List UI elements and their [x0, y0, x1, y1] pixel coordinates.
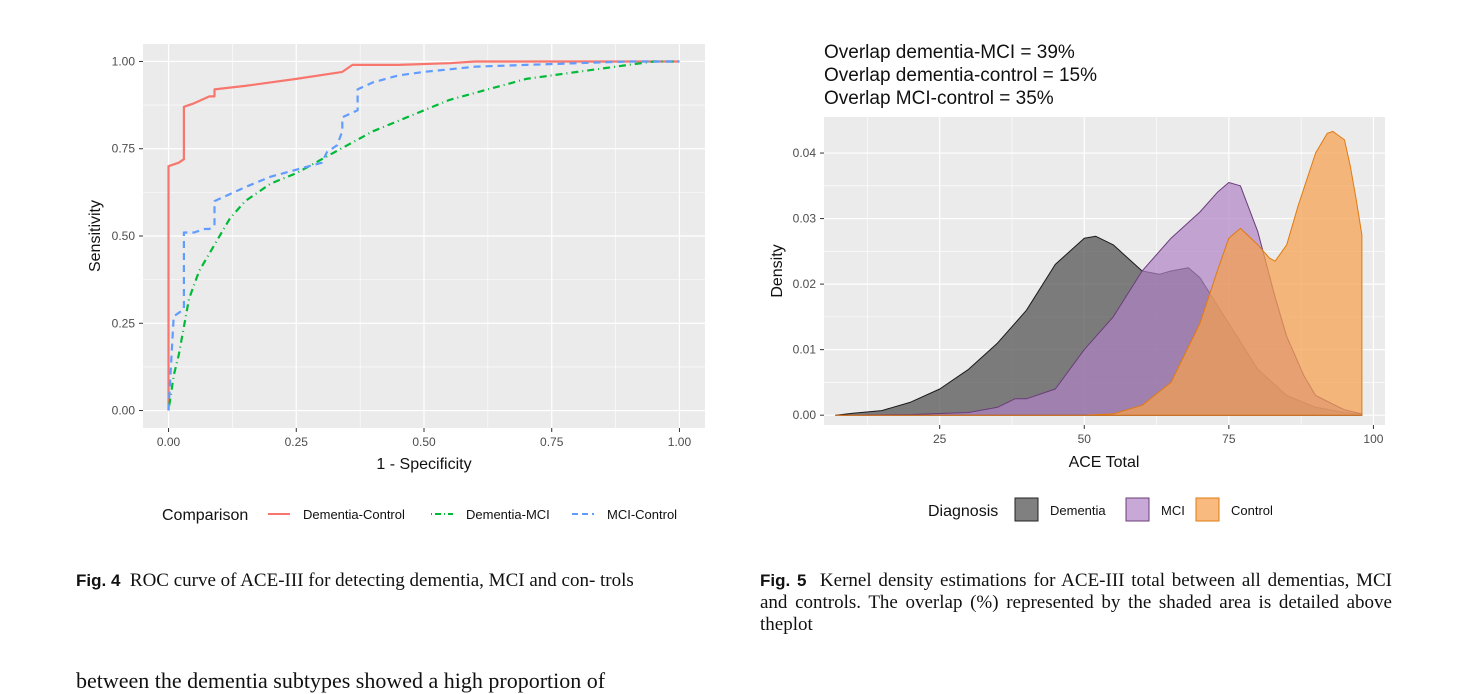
- density-y-ticks: 0.00 0.01 0.02 0.03 0.04: [793, 146, 824, 422]
- density-title-line-2: Overlap dementia-control = 15%: [824, 65, 1097, 86]
- density-legend-title: Diagnosis: [928, 503, 998, 520]
- density-x-tick-label-1: 50: [1078, 432, 1092, 446]
- roc-x-tick-label-1: 0.25: [285, 435, 309, 449]
- roc-x-tick-label-3: 0.75: [540, 435, 564, 449]
- roc-grid: [143, 44, 705, 428]
- roc-legend-label-dementia-control: Dementia-Control: [303, 507, 405, 522]
- roc-y-tick-label-1: 0.25: [112, 316, 136, 330]
- density-legend-label-dementia: Dementia: [1050, 503, 1106, 518]
- density-legend-key-mci: [1125, 497, 1150, 522]
- roc-legend-label-dementia-mci: Dementia-MCI: [466, 507, 550, 522]
- roc-line-dementia-control: [167, 60, 680, 411]
- roc-y-tick-label-0: 0.00: [112, 404, 136, 418]
- density-y-axis-label: Density: [769, 244, 786, 297]
- roc-x-tick-label-2: 0.50: [412, 435, 436, 449]
- roc-x-ticks: 0.00 0.25 0.50 0.75 1.00: [157, 428, 692, 449]
- density-legend-key-control: [1195, 497, 1220, 522]
- density-title-line-1: Overlap dementia-MCI = 39%: [824, 42, 1075, 63]
- figure-5-caption-text: Kernel density estimations for ACE-III t…: [760, 570, 1392, 635]
- density-series: [835, 130, 1363, 416]
- roc-chart: 0.00 0.25 0.50 0.75 1.00 0.00 0.25 0.50 0.75 1.0…: [86, 44, 705, 527]
- density-x-ticks: 25 50 75 100: [933, 425, 1384, 446]
- figure-4-caption-text: ROC curve of ACE-III for detecting demen…: [129, 570, 634, 591]
- density-x-tick-label-3: 100: [1363, 432, 1383, 446]
- density-chart: Overlap dementia-MCI = 39% Overlap demen…: [764, 42, 1388, 529]
- density-y-tick-label-3: 0.03: [793, 212, 817, 226]
- roc-x-axis-label: 1 - Specificity: [376, 456, 471, 473]
- roc-line-dementia-mci: [167, 60, 680, 411]
- figure-4-caption: Fig. 4 ROC curve of ACE-III for detectin…: [76, 570, 716, 592]
- density-y-tick-label-4: 0.04: [793, 146, 817, 160]
- density-x-tick-label-2: 75: [1222, 432, 1236, 446]
- roc-y-ticks: 0.00 0.25 0.50 0.75 1.00: [112, 54, 143, 418]
- density-title: Overlap dementia-MCI = 39% Overlap demen…: [824, 42, 1097, 109]
- density-legend-key-dementia: [1014, 497, 1039, 522]
- density-legend-label-control: Control: [1231, 503, 1273, 518]
- density-y-tick-label-1: 0.01: [793, 343, 817, 357]
- density-y-tick-label-0: 0.00: [793, 408, 817, 422]
- roc-series: [167, 60, 680, 411]
- density-y-tick-label-2: 0.02: [793, 277, 817, 291]
- density-title-line-3: Overlap MCI-control = 35%: [824, 88, 1054, 109]
- roc-y-tick-label-4: 1.00: [112, 54, 136, 68]
- density-x-axis-label: ACE Total: [1069, 454, 1140, 471]
- roc-legend: Comparison Dementia-Control Dementia-MCI…: [162, 507, 677, 524]
- density-x-tick-label-0: 25: [933, 432, 947, 446]
- density-legend: Diagnosis Dementia MCI Control: [928, 497, 1273, 522]
- roc-line-mci-control: [167, 60, 680, 411]
- roc-y-axis-label: Sensitivity: [87, 200, 104, 272]
- figure-5-caption: Fig. 5 Kernel density estimations for AC…: [760, 570, 1392, 636]
- density-legend-label-mci: MCI: [1161, 503, 1185, 518]
- roc-y-tick-label-3: 0.75: [112, 142, 136, 156]
- density-area-control: [835, 130, 1363, 416]
- figure-4-label: Fig. 4: [76, 571, 121, 590]
- figure-5-label: Fig. 5: [760, 571, 807, 590]
- body-text-line: between the dementia subtypes showed a h…: [76, 668, 606, 693]
- roc-x-tick-label-4: 1.00: [668, 435, 692, 449]
- roc-y-tick-label-2: 0.50: [112, 229, 136, 243]
- roc-legend-title: Comparison: [162, 507, 248, 524]
- roc-x-tick-label-0: 0.00: [157, 435, 181, 449]
- roc-legend-label-mci-control: MCI-Control: [607, 507, 677, 522]
